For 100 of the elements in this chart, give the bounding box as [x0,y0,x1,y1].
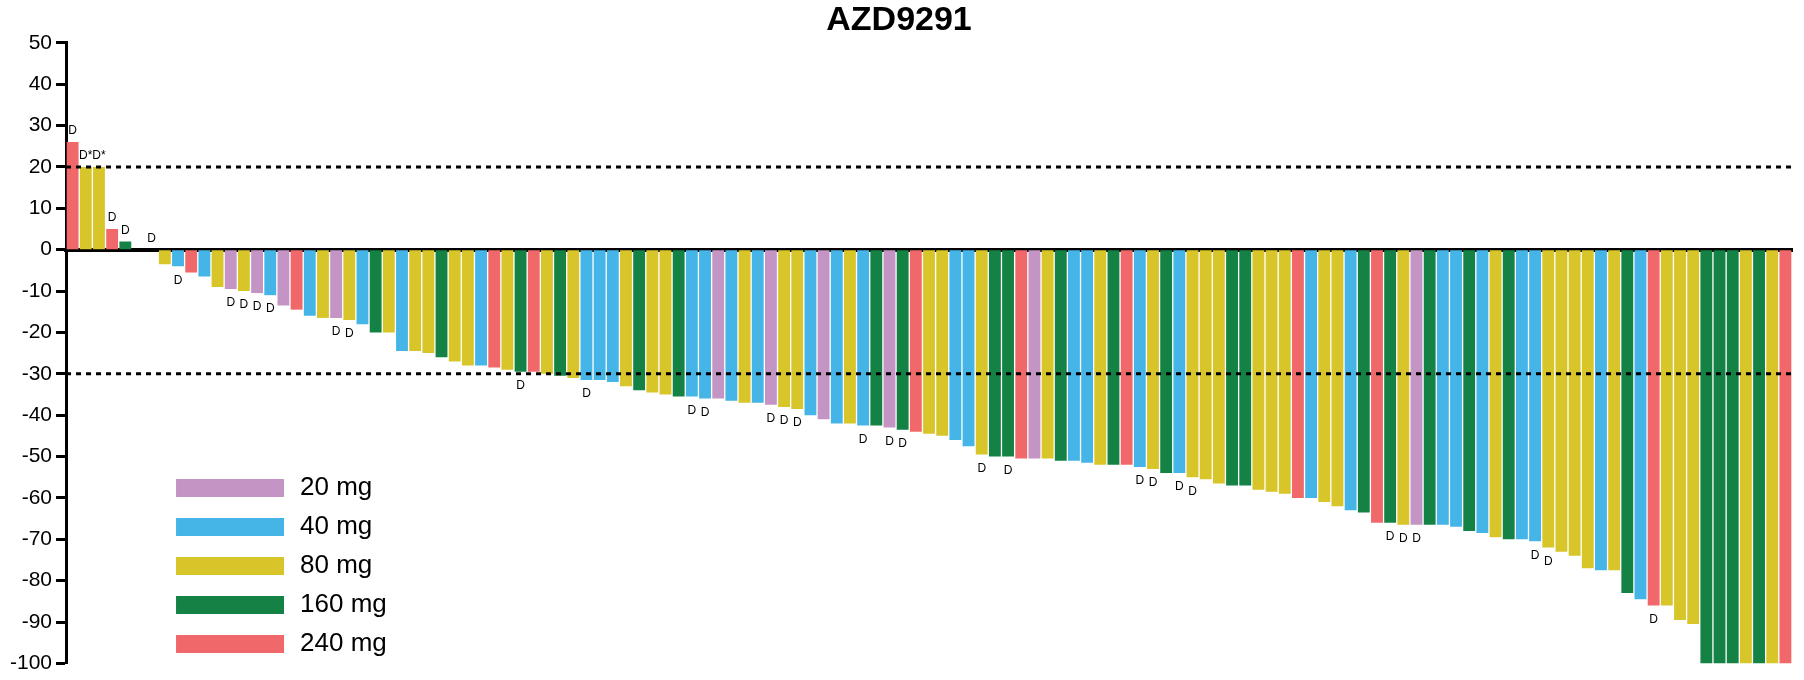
data-label: D [1412,531,1422,546]
data-label: D* [92,148,106,163]
bar [224,250,237,289]
bar [1463,250,1476,532]
data-label: D [120,222,130,237]
bar [317,250,329,318]
bar [725,250,738,401]
bar [817,250,830,420]
data-label: D [858,431,868,446]
y-tick-label: -50 [21,443,53,467]
y-tick-label: -100 [10,650,53,674]
bar [1305,250,1318,498]
data-label: D [1649,611,1659,626]
data-label: D [516,378,526,393]
legend-label: 160 mg [300,588,387,619]
bar [264,250,277,296]
data-label: D [226,295,236,310]
bar [290,250,303,310]
data-label: D [1543,553,1553,568]
bar [844,250,856,424]
bar [501,250,514,370]
y-tick-label: -60 [21,484,53,508]
bar [185,250,198,273]
bar [527,250,540,372]
bar [119,241,132,250]
data-label: D* [79,148,93,163]
bar [382,250,395,333]
data-label: D [898,435,908,450]
data-label: D [107,210,117,225]
bar [66,142,79,250]
legend-label: 80 mg [300,549,373,580]
bar [541,250,553,374]
legend-label: 240 mg [300,627,387,658]
bar [975,250,988,455]
data-label: D [687,402,697,417]
bar [1766,250,1779,664]
data-label: D [582,386,592,401]
data-label: D [700,404,710,419]
bar [158,250,171,265]
bar [1779,250,1792,664]
bar [1173,250,1186,474]
bar [1120,250,1133,465]
bar [303,250,316,316]
y-tick-label: -80 [21,567,53,591]
bar [909,250,922,432]
data-label: D [1175,479,1185,494]
bar [633,250,646,391]
bar [330,250,343,318]
bar [435,250,448,358]
data-label: D [331,324,341,339]
bar [1133,250,1146,467]
bar [1634,250,1647,600]
bar [962,250,975,447]
data-label: D [1188,483,1198,498]
data-label: D [344,326,354,341]
data-label: D [766,411,776,426]
legend-label: 40 mg [300,510,373,541]
bar [1713,250,1726,664]
bar [738,250,751,403]
bar [1318,250,1331,503]
bar [1147,250,1159,469]
bar [870,250,883,426]
bar [1094,250,1107,465]
bar [1476,250,1489,534]
bar [949,250,962,440]
y-tick-label: -40 [21,401,53,425]
bar [237,250,250,292]
bar [1423,250,1436,525]
bar [1739,250,1752,664]
bar [172,250,184,267]
bar [883,250,896,428]
bar [1621,250,1634,594]
bar [1397,250,1410,525]
bar [1160,250,1173,474]
bar [1502,250,1515,540]
y-tick-label: -30 [21,360,53,384]
bar [1028,250,1041,459]
y-tick-label: 30 [28,112,53,136]
bar [211,250,224,287]
bar [1054,250,1067,461]
data-label: D [977,460,987,475]
data-label: D [173,272,183,287]
bar [1344,250,1357,511]
legend-label: 20 mg [300,471,373,502]
bar [1647,250,1660,606]
bar [1410,250,1423,525]
bar [1331,250,1344,507]
y-tick-label: -70 [21,526,53,550]
data-label: D [1003,462,1013,477]
data-label: D [1385,529,1395,544]
y-tick-label: 10 [28,195,53,219]
bar [580,250,593,380]
data-label: D [265,301,275,316]
y-tick-label: -20 [21,319,53,343]
bar [1357,250,1370,513]
data-label: D [885,433,895,448]
bar [251,250,263,294]
bar [369,250,382,333]
bar [1595,250,1607,571]
bar [277,250,290,306]
